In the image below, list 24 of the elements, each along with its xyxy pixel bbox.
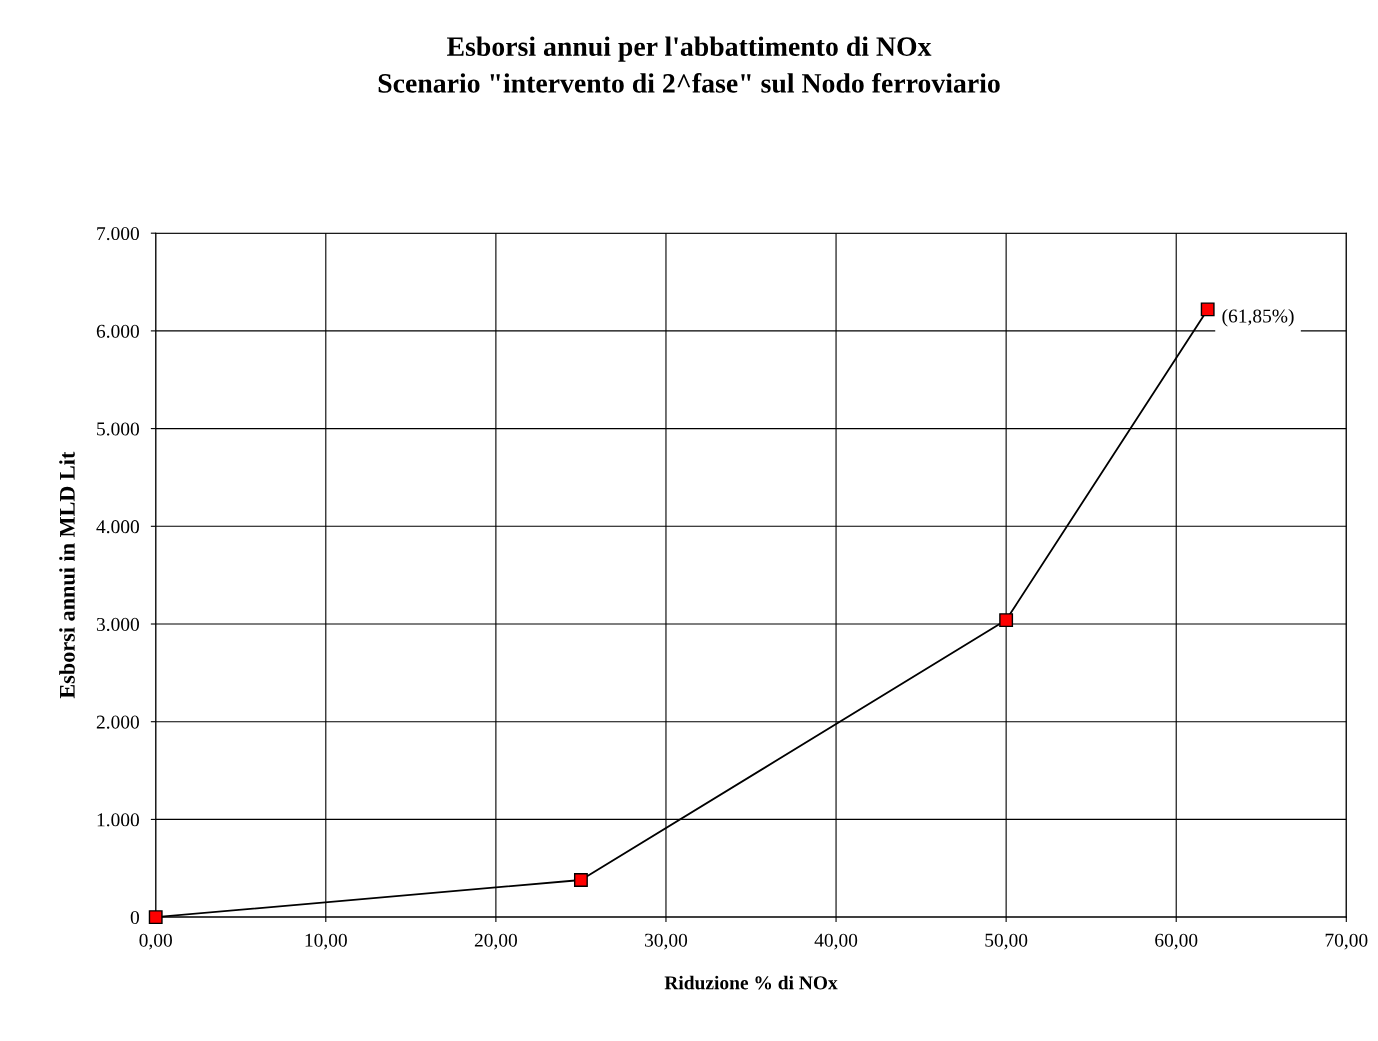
x-axis-title: Riduzione % di NOx [664,975,838,990]
chart-title: Esborsi annui per l'abbattimento di NOx Scenario "intervento di 2^fase" sul Nodo ferroviario [378,36,1000,93]
y-tick-label: 3.000 [96,617,139,632]
point [999,613,1014,628]
y-tick-label: 2.000 [96,715,139,729]
x-tick-label: 0,00 [139,933,172,950]
point [573,873,588,887]
y-tick-label: 4.000 [96,520,139,534]
annotation: (61,85%) [1222,308,1294,327]
y-tick-label: 1.000 [97,813,139,827]
y-tick-label: 7.000 [97,227,139,241]
x-tick-label: 20,00 [474,933,518,950]
x-tick-label: 60,00 [1155,933,1198,950]
point [148,910,163,925]
y-tick-label: 6.000 [96,324,139,338]
x-tick-label: 70,00 [1325,933,1368,950]
x-tick-label: 30,00 [645,933,688,950]
point [1200,302,1215,317]
y-tick-label: 5.000 [97,422,139,436]
x-tick-label: 40,00 [814,933,858,950]
x-tick-label: 10,00 [305,933,347,950]
y-axis-title: Esborsi annui in MLD Lit [59,451,75,699]
y-tick-label: 0 [130,910,139,925]
x-tick-label: 50,00 [985,933,1028,950]
